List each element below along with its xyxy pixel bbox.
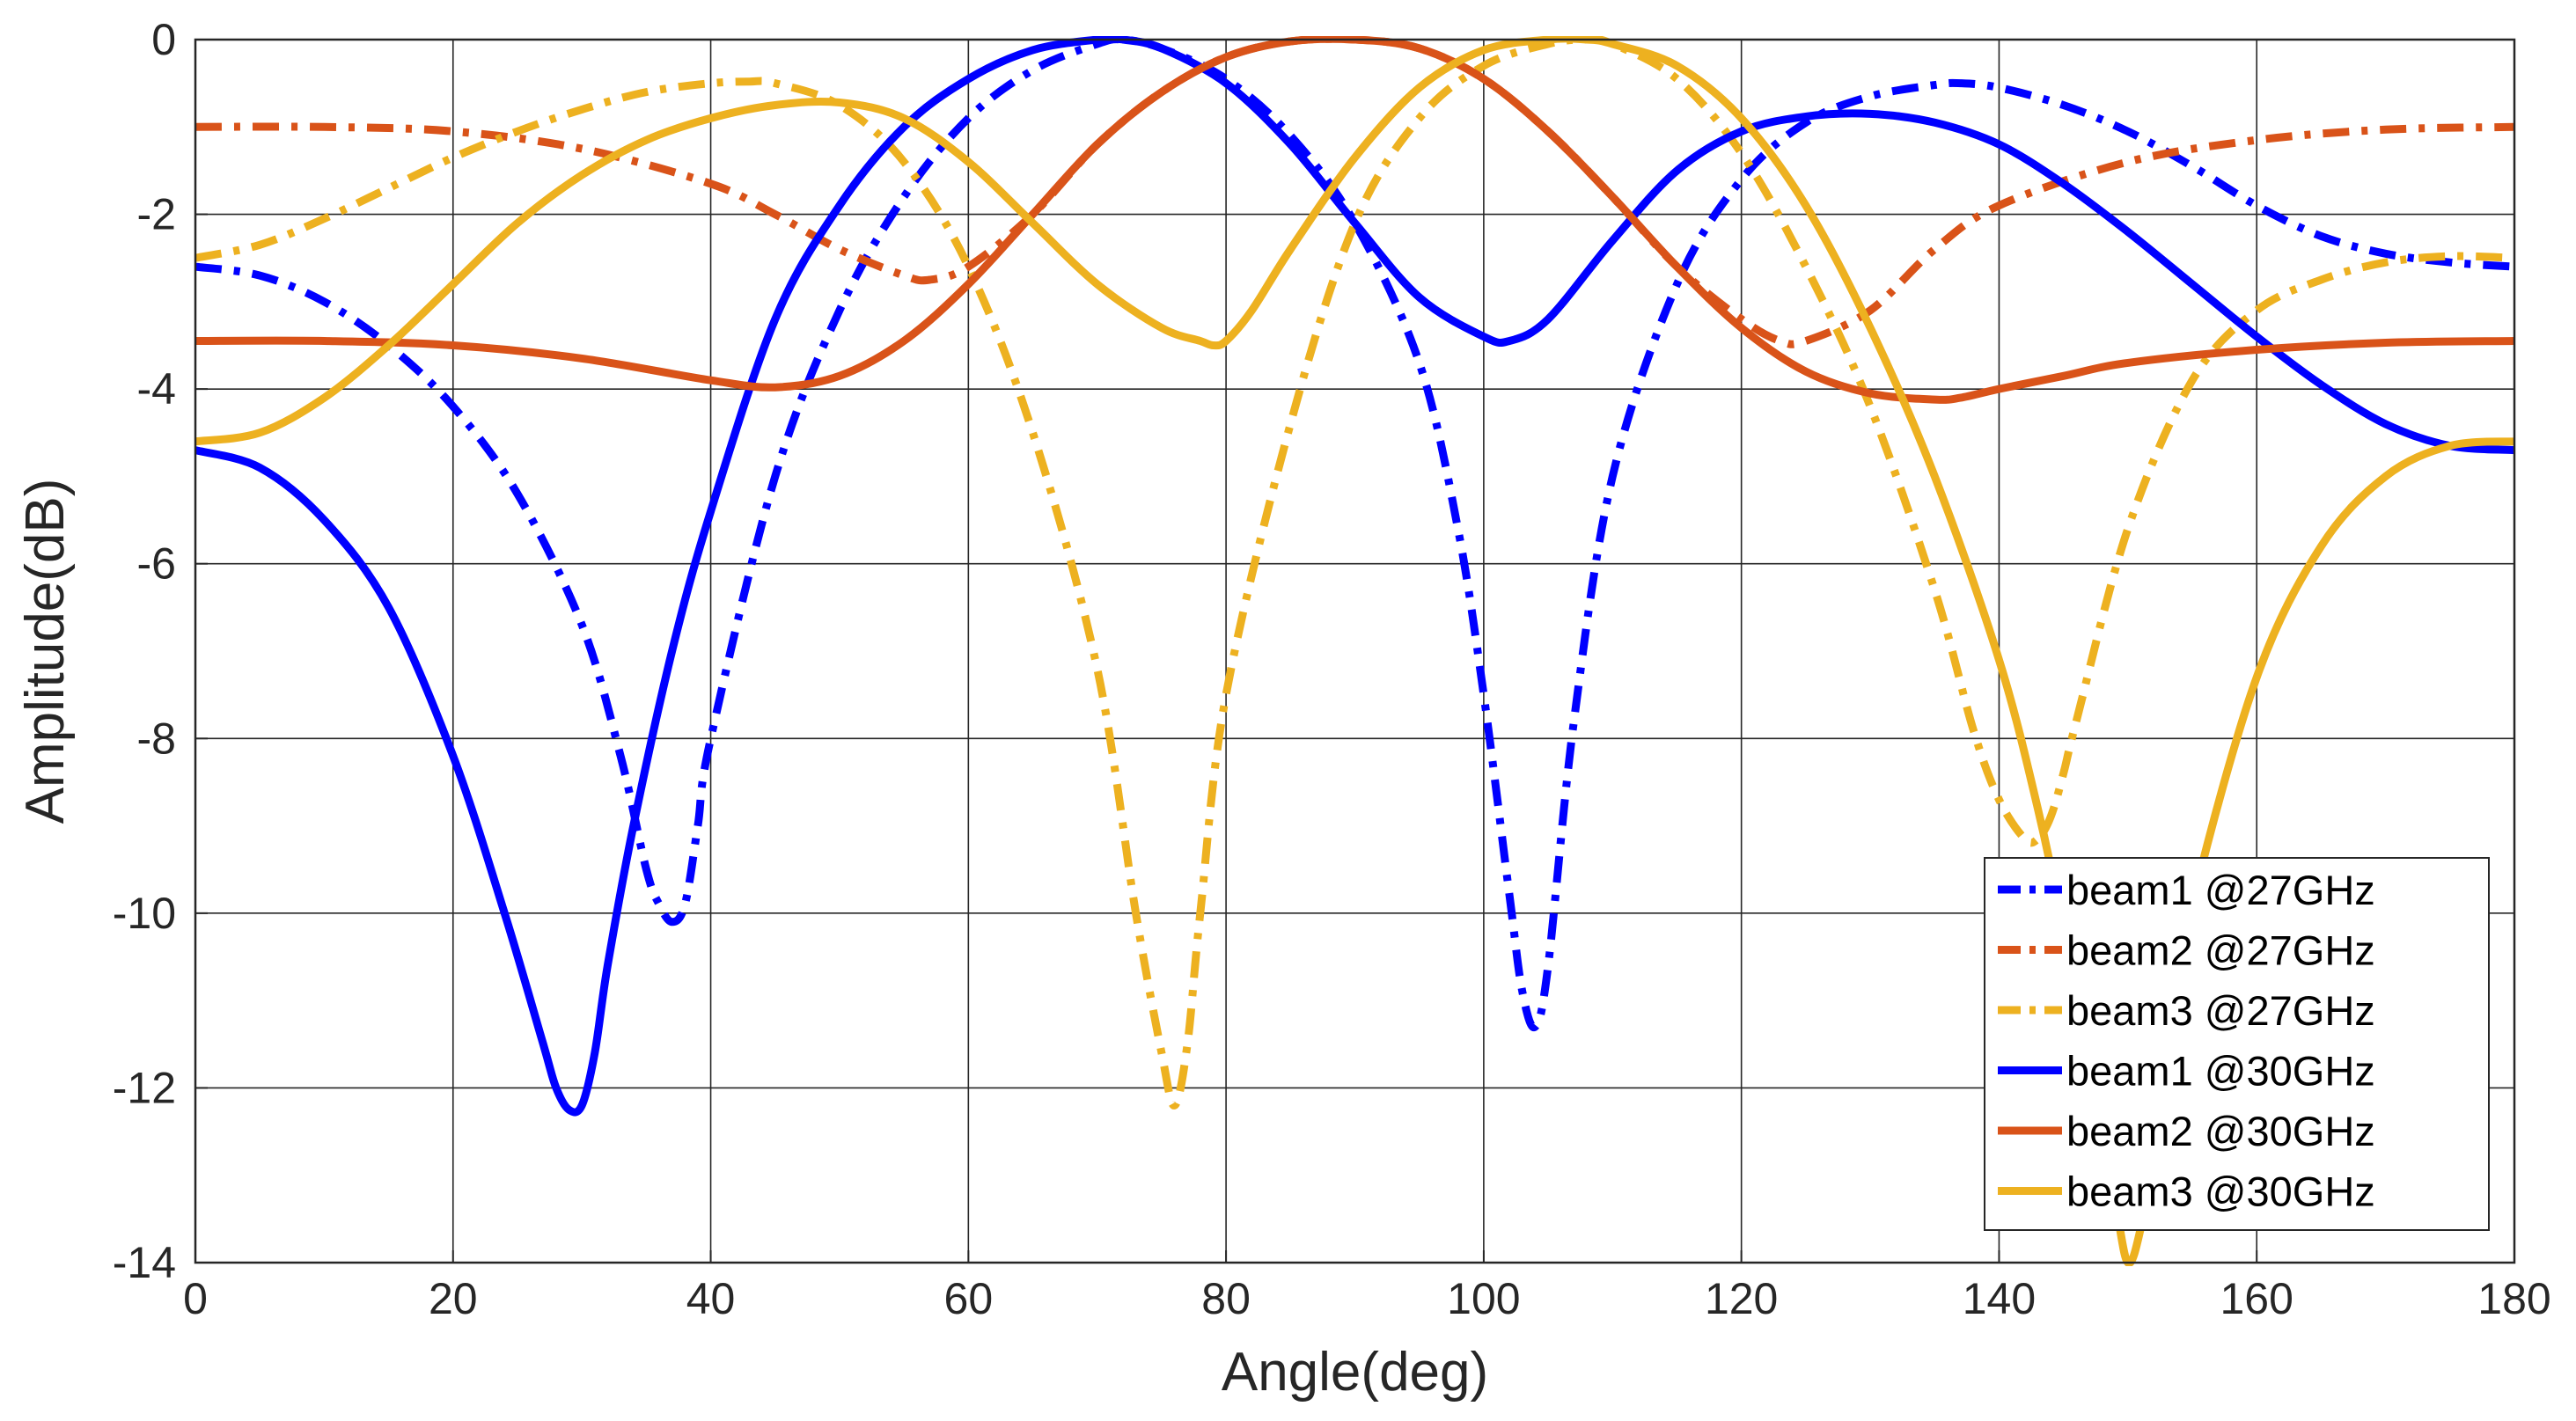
y-tick-label: -4 xyxy=(137,364,176,414)
x-axis-title: Angle(deg) xyxy=(1222,1342,1488,1403)
legend-label-4: beam1 @30GHz xyxy=(2066,1048,2375,1095)
x-tick-label: 160 xyxy=(2220,1274,2293,1323)
y-axis-title: Amplitude(dB) xyxy=(15,479,76,824)
legend-label-2: beam2 @27GHz xyxy=(2066,927,2375,974)
y-tick-label: -12 xyxy=(113,1063,176,1112)
x-tick-label: 0 xyxy=(183,1274,208,1323)
y-tick-label: -6 xyxy=(137,539,176,589)
legend: beam1 @27GHz beam2 @27GHz beam3 @27GHz beam… xyxy=(1984,857,2490,1231)
x-tick-label: 20 xyxy=(429,1274,478,1323)
legend-label-3: beam3 @27GHz xyxy=(2066,987,2375,1034)
x-tick-label: 60 xyxy=(944,1274,994,1323)
x-tick-label: 40 xyxy=(686,1274,736,1323)
x-tick-label: 120 xyxy=(1705,1274,1778,1323)
y-tick-label: -8 xyxy=(137,714,176,763)
legend-box xyxy=(1984,857,2490,1231)
y-tick-label: -14 xyxy=(113,1238,176,1287)
series-line-3 xyxy=(195,36,2514,1110)
legend-label-1: beam1 @27GHz xyxy=(2066,867,2375,913)
y-tick-label: 0 xyxy=(151,15,176,64)
legend-label-5: beam2 @30GHz xyxy=(2066,1108,2375,1154)
x-tick-label: 100 xyxy=(1447,1274,1520,1323)
series-line-5 xyxy=(195,36,2514,404)
x-tick-label: 140 xyxy=(1963,1274,2036,1323)
tick-labels: 0 20 40 60 80 100 120 140 160 180 0 -2 -4 -6 -8 -10 -12 -… xyxy=(113,15,2551,1323)
x-tick-label: 80 xyxy=(1201,1274,1251,1323)
legend-label-6: beam3 @30GHz xyxy=(2066,1168,2375,1215)
series-line-1 xyxy=(195,36,2514,1032)
y-tick-label: -2 xyxy=(137,190,176,239)
plot-border xyxy=(194,38,2516,1264)
y-tick-label: -10 xyxy=(113,889,176,938)
x-tick-label: 180 xyxy=(2477,1274,2550,1323)
